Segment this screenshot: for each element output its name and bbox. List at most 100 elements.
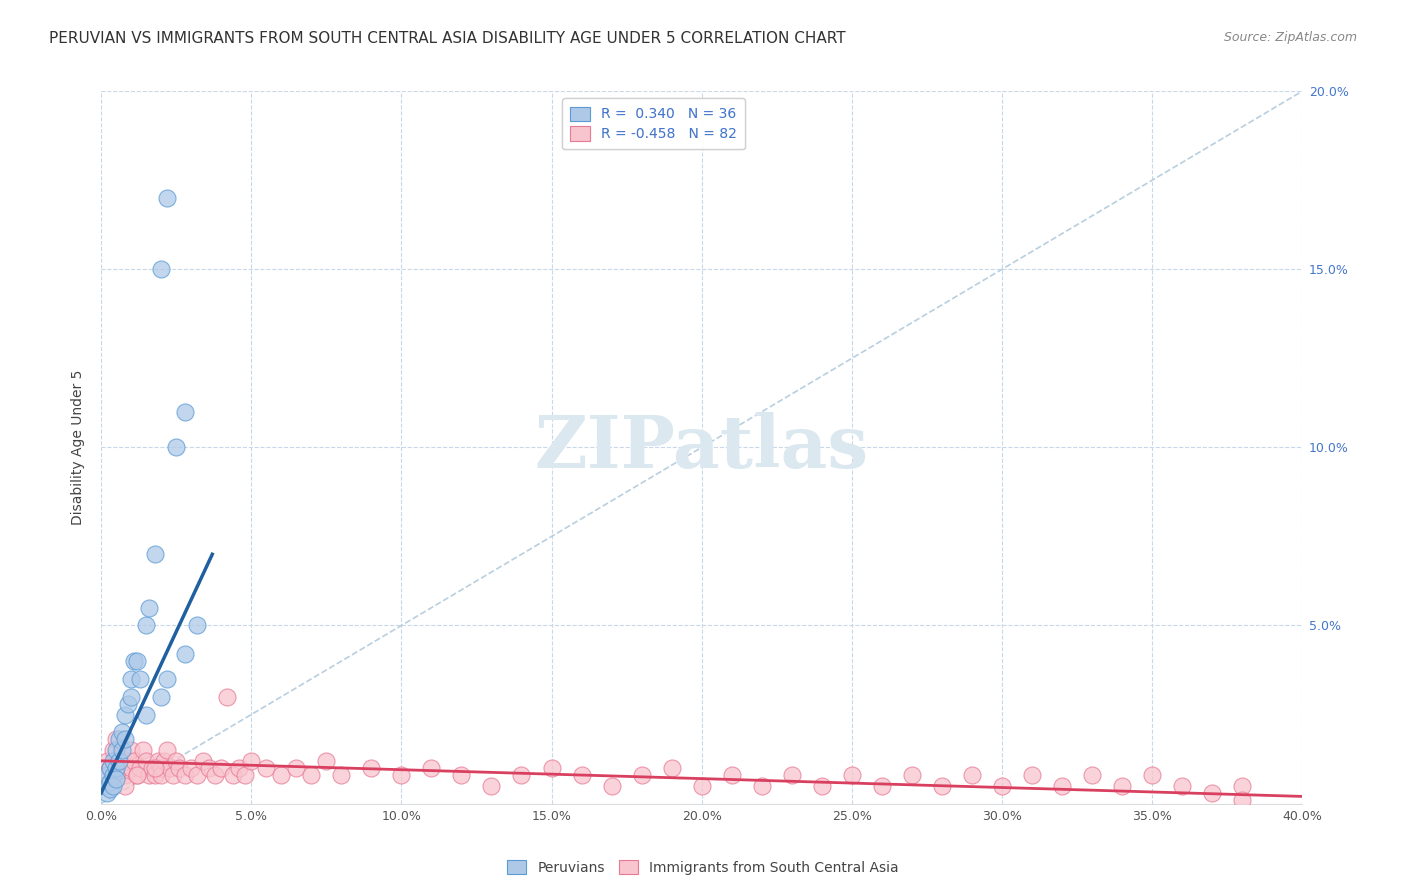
Point [217,690,239,704]
Point [165,441,187,455]
Point [120,672,142,686]
Point [96,754,118,768]
Point [450,768,472,782]
Point [167,761,190,775]
Legend: Peruvians, Immigrants from South Central Asia: Peruvians, Immigrants from South Central… [502,855,904,880]
Point [150,262,173,277]
Point [138,768,160,782]
Point [240,754,263,768]
Point [720,768,742,782]
Point [96,768,118,782]
Point [143,761,166,775]
Point [285,761,308,775]
Point [114,779,136,793]
Point [389,768,412,782]
Point [780,768,803,782]
Point [103,779,125,793]
Point [156,191,179,205]
Point [270,768,292,782]
Point [103,743,125,757]
Point [180,761,202,775]
Text: PERUVIAN VS IMMIGRANTS FROM SOUTH CENTRAL ASIA DISABILITY AGE UNDER 5 CORRELATIO: PERUVIAN VS IMMIGRANTS FROM SOUTH CENTRA… [49,31,846,46]
Point [931,779,953,793]
Point [129,672,152,686]
Point [1050,779,1073,793]
Point [132,743,155,757]
Point [98,761,121,775]
Point [1201,786,1223,800]
Point [150,690,173,704]
Point [991,779,1014,793]
Point [1021,768,1043,782]
Point [360,761,382,775]
Point [1081,768,1104,782]
Point [117,754,139,768]
Point [540,761,562,775]
Point [222,768,245,782]
Point [138,600,160,615]
Point [165,754,187,768]
Point [120,690,142,704]
Y-axis label: Disability Age Under 5: Disability Age Under 5 [72,370,86,525]
Point [299,768,322,782]
Point [600,779,623,793]
Point [135,618,157,632]
Point [186,768,208,782]
Point [114,707,136,722]
Point [105,743,128,757]
Point [900,768,922,782]
Point [162,768,184,782]
Point [1230,793,1253,807]
Point [204,768,226,782]
Point [98,761,121,775]
Point [122,754,145,768]
Point [93,768,115,782]
Point [117,697,139,711]
Text: ZIPatlas: ZIPatlas [534,412,869,483]
Point [150,761,173,775]
Point [193,754,215,768]
Point [150,768,173,782]
Point [174,647,197,661]
Point [120,761,142,775]
Point [143,547,166,561]
Point [661,761,683,775]
Point [209,761,232,775]
Point [127,768,149,782]
Point [120,743,142,757]
Point [228,761,250,775]
Point [105,768,128,782]
Point [108,754,131,768]
Point [1140,768,1163,782]
Point [810,779,832,793]
Point [481,779,503,793]
Point [108,754,131,768]
Point [233,768,256,782]
Point [127,768,149,782]
Point [174,405,197,419]
Point [108,732,131,747]
Text: Source: ZipAtlas.com: Source: ZipAtlas.com [1223,31,1357,45]
Point [111,743,134,757]
Point [960,768,983,782]
Point [690,779,713,793]
Point [510,768,533,782]
Point [103,768,125,782]
Point [114,732,136,747]
Point [198,761,221,775]
Point [98,761,121,775]
Point [135,707,157,722]
Point [98,775,121,789]
Point [174,768,197,782]
Point [186,618,208,632]
Point [159,761,181,775]
Point [1230,779,1253,793]
Point [254,761,277,775]
Point [105,761,128,775]
Point [420,761,443,775]
Point [93,779,115,793]
Point [1171,779,1194,793]
Point [841,768,863,782]
Point [135,754,157,768]
Point [129,761,152,775]
